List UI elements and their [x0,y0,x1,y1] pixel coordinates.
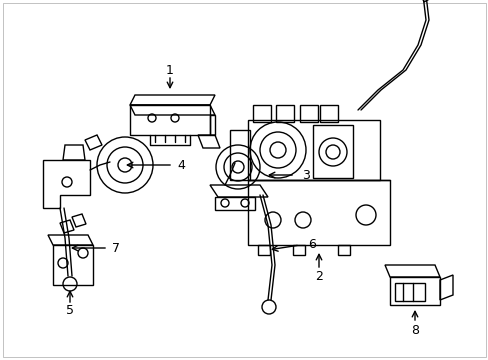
Text: 8: 8 [410,324,418,337]
Text: 7: 7 [112,242,120,255]
Text: 5: 5 [66,305,74,318]
Text: 6: 6 [307,239,315,252]
Text: 4: 4 [177,158,184,171]
Text: 1: 1 [166,63,174,77]
Text: 2: 2 [314,270,322,284]
Text: 3: 3 [302,168,309,181]
